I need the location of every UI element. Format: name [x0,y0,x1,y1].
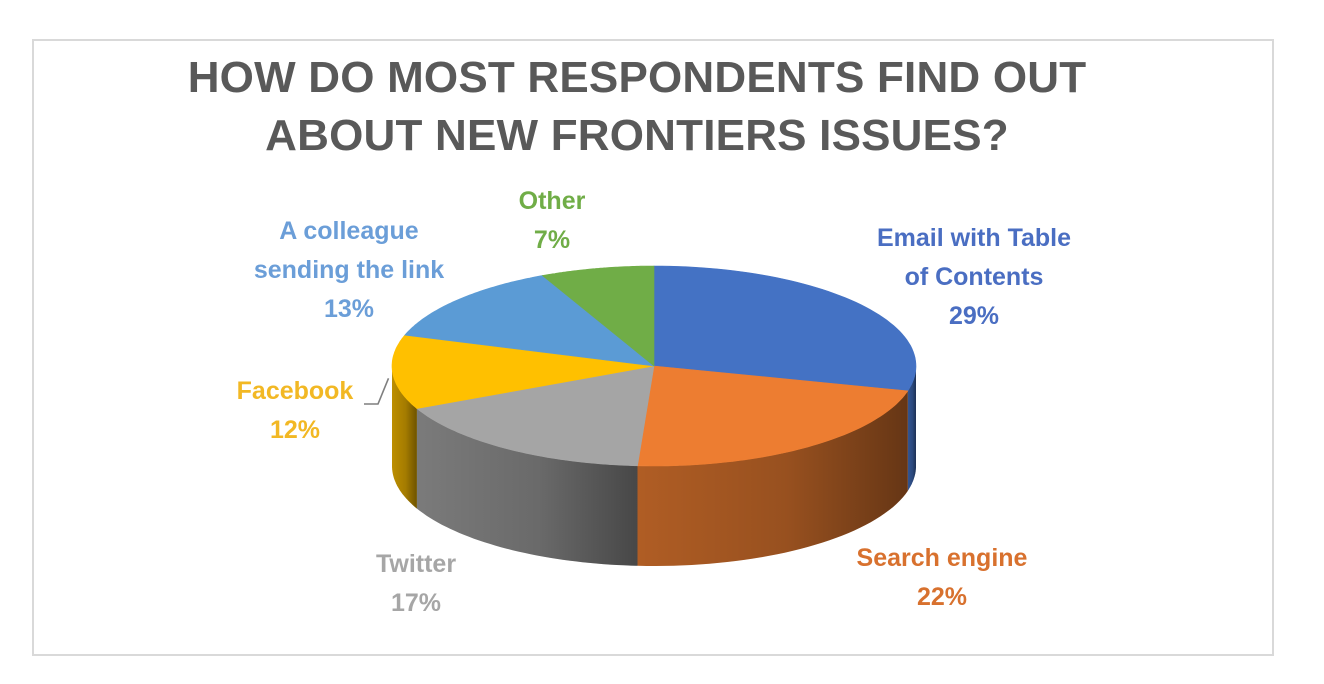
pie-leaders [364,377,390,405]
slice-label-twitter: Twitter 17% [346,545,486,623]
title-line-2: ABOUT NEW FRONTIERS ISSUES? [265,111,1009,160]
slice-label-twitter-line-1: Twitter [375,550,457,578]
leader-line-facebook [364,377,390,405]
slice-label-colleague: A colleague sending the link 13% [234,212,464,329]
title-line-1: HOW DO MOST RESPONDENTS FIND OUT [187,53,1087,102]
slice-label-search-engine: Search engine 22% [832,539,1052,617]
pie-tops [391,265,917,467]
pie-side-shade-email [907,366,916,491]
slice-label-colleague-value: 13% [323,295,375,323]
slice-label-other-line-1: Other [518,187,586,215]
chart-title: HOW DO MOST RESPONDENTS FIND OUT ABOUT N… [0,49,1274,165]
pie-slice-facebook [391,334,655,409]
slice-label-twitter-value: 17% [390,589,442,617]
slice-label-facebook-line-1: Facebook [236,377,354,405]
slice-label-email-value: 29% [948,302,1000,330]
pie-slice-other [541,265,655,367]
slice-label-other-value: 7% [533,226,571,254]
pie-sides [392,366,916,566]
slice-label-colleague-line-2: sending the link [253,256,445,284]
slice-label-facebook: Facebook 12% [215,372,375,450]
pie-slice-colleague [404,275,656,367]
pie-slice-search-engine [637,365,909,467]
slice-label-other: Other 7% [492,182,612,260]
slice-label-email-line-1: Email with Table [876,224,1072,252]
pie-slice-email [653,265,917,392]
pie-side-shade-twitter [416,408,638,566]
slice-label-email-line-2: of Contents [904,263,1044,291]
slice-label-colleague-line-1: A colleague [279,217,419,245]
slice-label-email: Email with Table of Contents 29% [858,219,1090,336]
slice-label-search-engine-line-1: Search engine [856,544,1028,572]
pie-side-shade-facebook [392,366,417,509]
slice-label-facebook-value: 12% [269,416,321,444]
slice-label-search-engine-value: 22% [916,583,968,611]
pie-side-shade-search-engine [637,390,908,566]
pie-slice-twitter [416,365,655,467]
